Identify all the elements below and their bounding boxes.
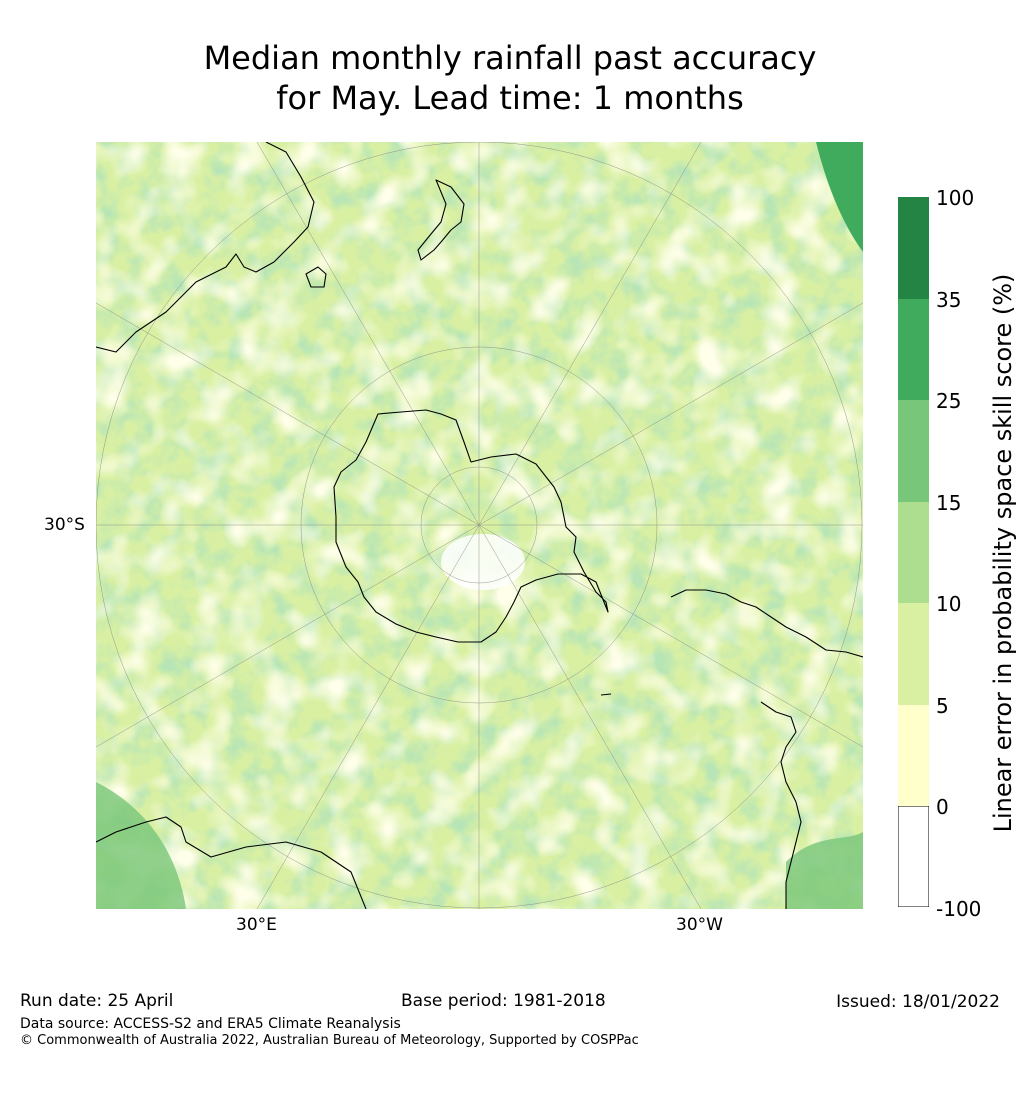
skill-high-region-ne	[816, 142, 863, 252]
lat-label-30s: 30°S	[44, 515, 85, 535]
run-date: Run date: 25 April	[20, 991, 174, 1011]
colorbar-class-25-35	[898, 299, 929, 400]
south-georgia-outline	[600, 693, 612, 696]
colorbar-tick: 100	[936, 186, 975, 210]
colorbar-class-35-100	[898, 197, 929, 299]
colorbar-class-5-10	[898, 603, 929, 705]
colorbar-tick: 35	[936, 288, 962, 312]
australia-coastline	[96, 142, 315, 353]
graticule	[96, 142, 863, 909]
skill-low-pole	[441, 534, 525, 590]
south-america-coastline-south	[760, 701, 802, 909]
colorbar-tick: 15	[936, 491, 962, 515]
south-america-coastline	[670, 589, 863, 658]
tasmania-coastline	[305, 266, 327, 288]
colorbar-tick: 5	[936, 694, 949, 718]
antarctica-coastline	[333, 409, 609, 643]
colorbar-class-15-25	[898, 400, 929, 502]
colorbar-tick: -100	[936, 897, 982, 921]
map-title: Median monthly rainfall past accuracy fo…	[0, 38, 1020, 118]
colorbar-class-0-5	[898, 705, 929, 806]
title-line-2: for May. Lead time: 1 months	[276, 79, 744, 117]
colorbar	[898, 197, 929, 909]
colorbar-tick: 10	[936, 592, 962, 616]
issued-date: Issued: 18/01/2022	[836, 992, 1000, 1012]
copyright: © Commonwealth of Australia 2022, Austra…	[20, 1033, 639, 1048]
title-line-1: Median monthly rainfall past accuracy	[203, 39, 817, 77]
skill-high-region-sw	[96, 782, 186, 909]
colorbar-tick: 0	[936, 795, 949, 819]
skill-high-region-se	[786, 832, 863, 909]
colorbar-class-neg100-0	[898, 806, 929, 907]
new-zealand-coastline	[417, 179, 465, 261]
colorbar-tick: 25	[936, 389, 962, 413]
polar-skill-map	[96, 142, 863, 909]
colorbar-class-10-15	[898, 502, 929, 603]
lon-label-30e: 30°E	[236, 915, 277, 935]
colorbar-label: Linear error in probability space skill …	[989, 273, 1017, 833]
base-period: Base period: 1981-2018	[401, 991, 606, 1011]
data-source: Data source: ACCESS-S2 and ERA5 Climate …	[20, 1016, 401, 1032]
africa-coastline	[96, 816, 367, 909]
coastlines	[96, 142, 863, 909]
lon-label-30w: 30°W	[676, 915, 723, 935]
